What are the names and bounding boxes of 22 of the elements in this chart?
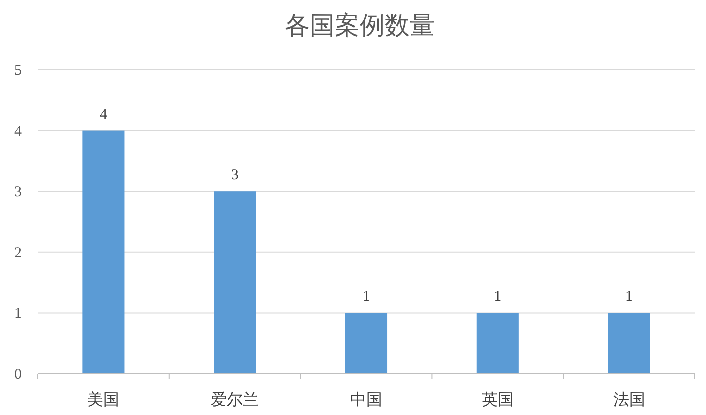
x-tick-label: 法国 xyxy=(613,391,646,409)
bar xyxy=(345,313,388,374)
bar xyxy=(214,192,256,374)
chart-title: 各国案例数量 xyxy=(285,12,435,40)
y-tick-label: 1 xyxy=(14,306,22,322)
x-tick-label: 中国 xyxy=(350,391,382,409)
y-tick-label: 5 xyxy=(14,63,22,79)
data-label: 4 xyxy=(100,106,108,123)
bar xyxy=(82,130,125,374)
bar xyxy=(476,313,519,374)
x-tick-label: 英国 xyxy=(482,391,514,409)
data-label: 1 xyxy=(626,289,634,306)
data-label: 1 xyxy=(362,289,370,306)
y-tick-label: 2 xyxy=(14,245,22,262)
y-tick-label: 0 xyxy=(14,367,22,383)
y-tick-label: 4 xyxy=(14,124,22,140)
x-tick-label: 爱尔兰 xyxy=(211,391,260,409)
y-tick-label: 3 xyxy=(14,184,22,201)
data-label: 3 xyxy=(231,168,239,184)
bar xyxy=(608,313,650,374)
x-tick-label: 美国 xyxy=(88,391,120,409)
data-label: 1 xyxy=(494,289,502,306)
